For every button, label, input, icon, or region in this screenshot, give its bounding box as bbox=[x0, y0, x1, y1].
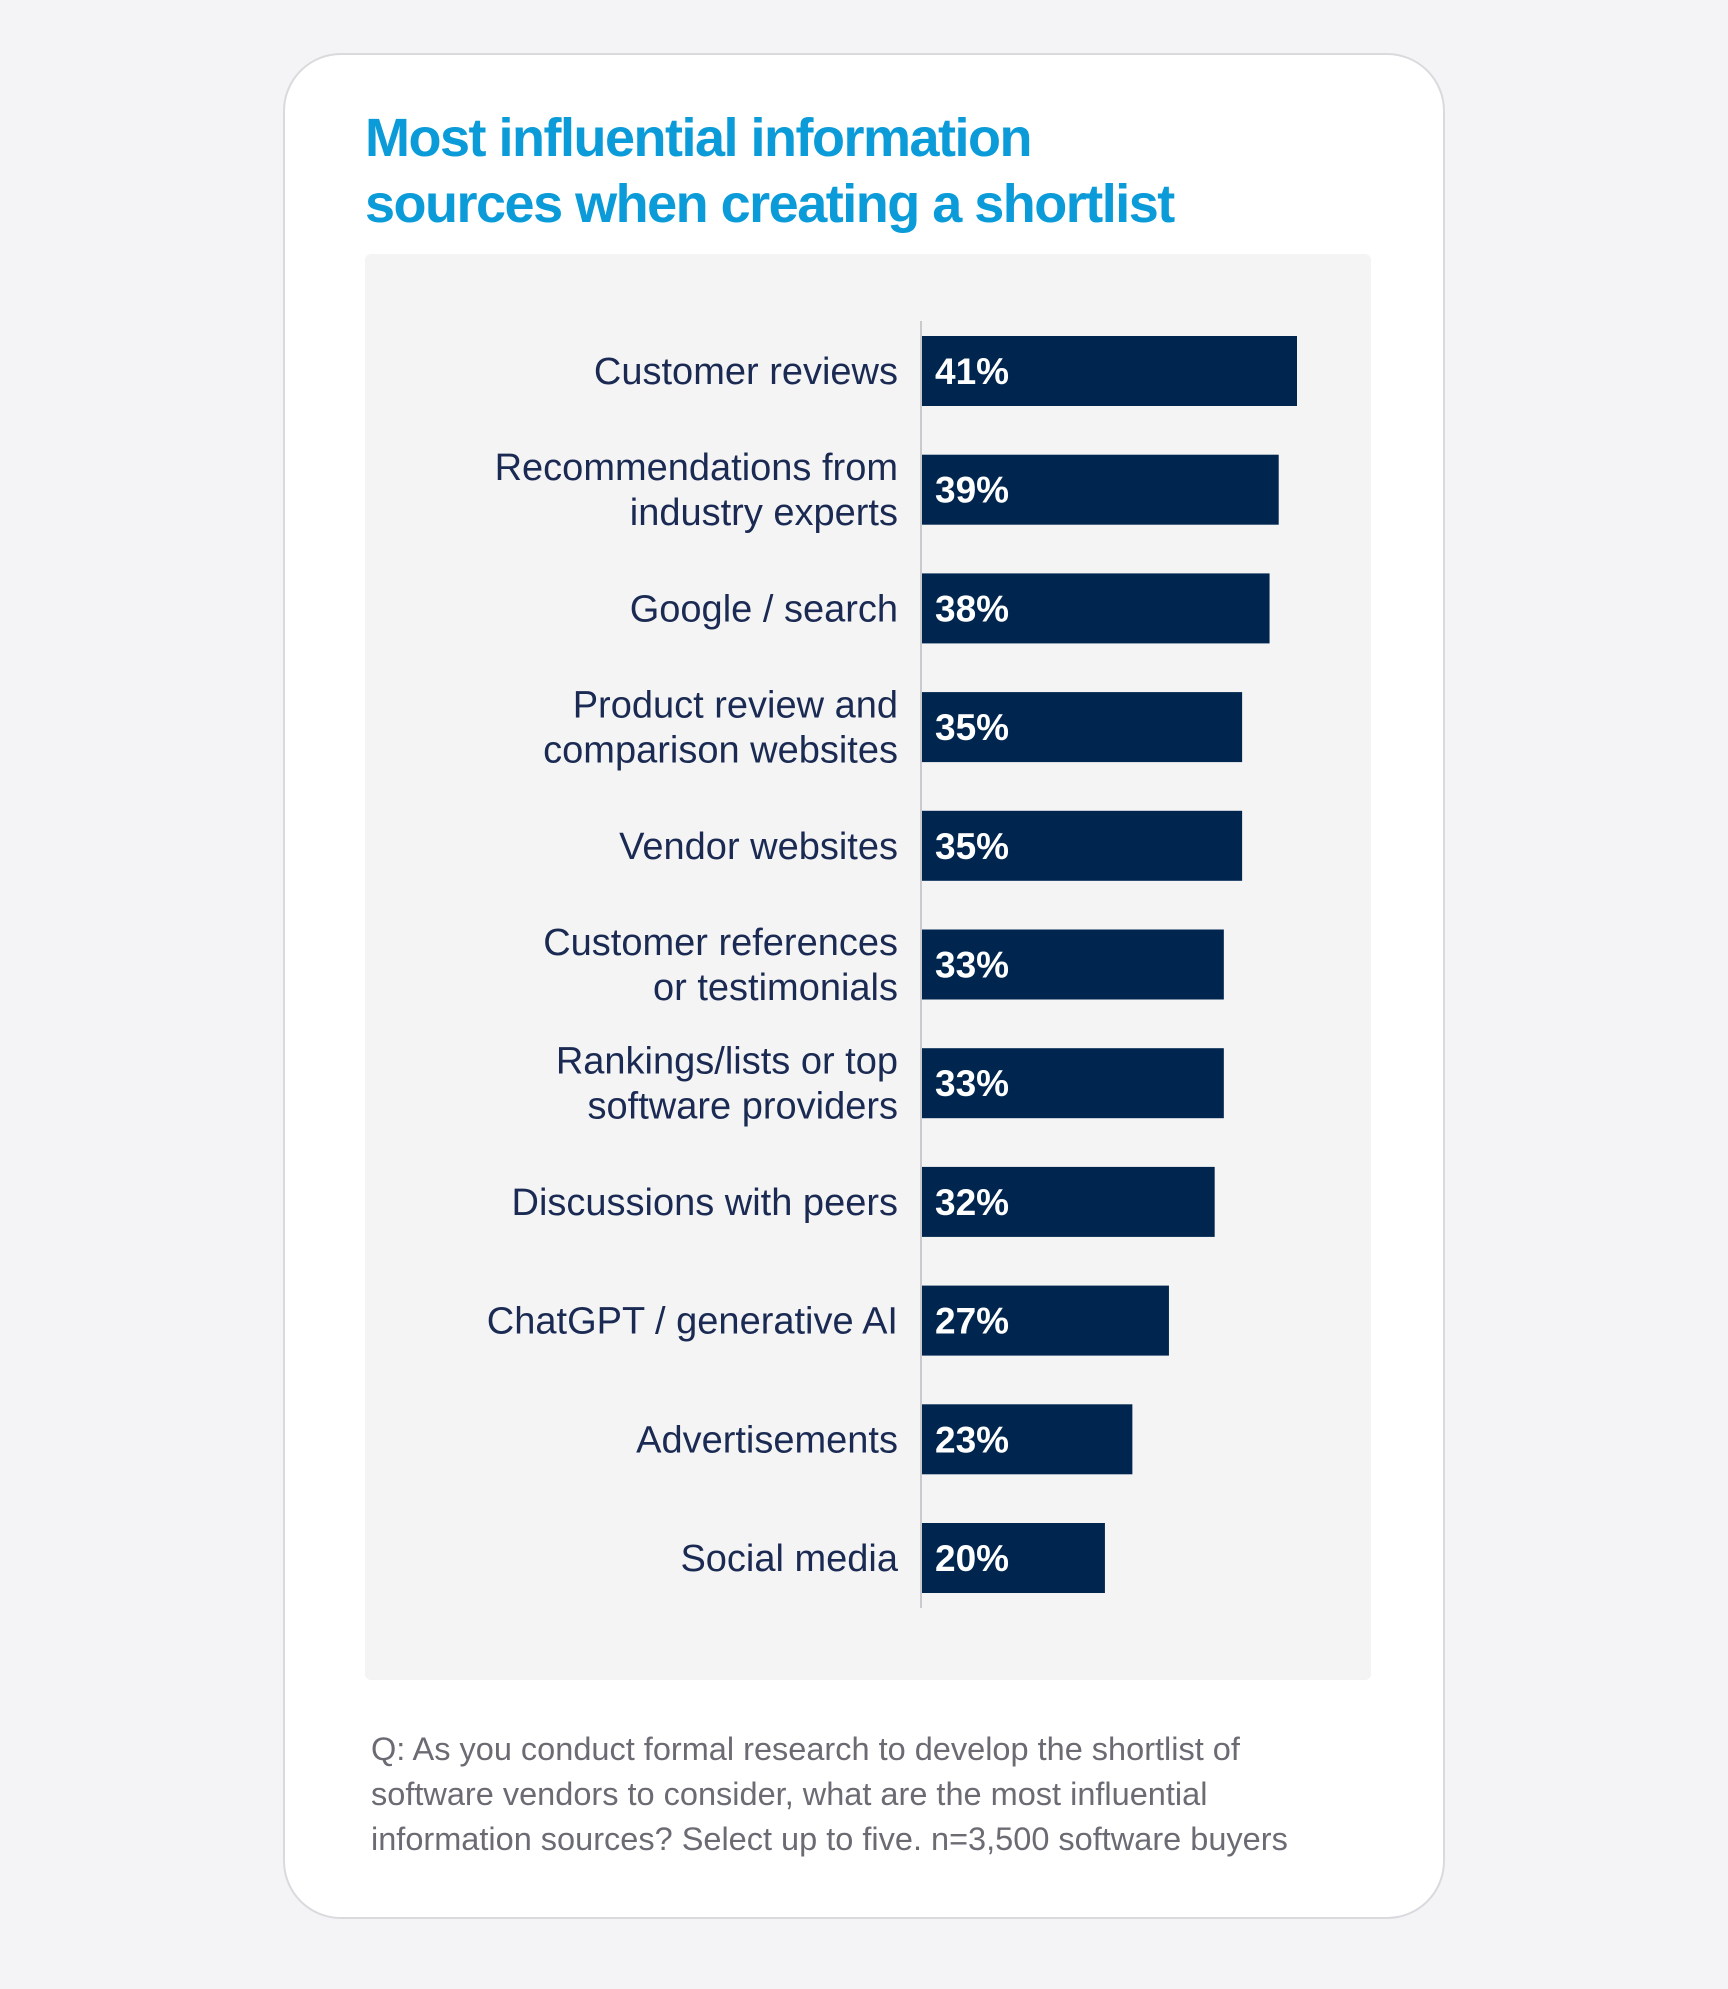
category-label-line: Rankings/lists or top bbox=[556, 1041, 898, 1083]
category-label-line: Customer references bbox=[543, 922, 898, 964]
category-label-line: or testimonials bbox=[653, 967, 898, 1009]
bar-value-label: 27% bbox=[935, 1301, 1009, 1342]
bar bbox=[922, 692, 1243, 763]
category-label-line: industry experts bbox=[630, 492, 898, 534]
bar bbox=[922, 810, 1243, 881]
bar-value-label: 38% bbox=[935, 588, 1009, 629]
category-label-line: comparison websites bbox=[543, 730, 898, 772]
category-label-line: Social media bbox=[680, 1538, 898, 1580]
category-label-line: Customer reviews bbox=[594, 351, 898, 393]
bar-chart: 41% Customer reviews 39% Recommendations fr… bbox=[487, 321, 1297, 1608]
bar-value-label: 35% bbox=[935, 707, 1009, 748]
bar-value-label: 23% bbox=[935, 1419, 1009, 1460]
category-label: Social media bbox=[680, 1538, 898, 1580]
bar bbox=[922, 1523, 1105, 1593]
survey-question-footnote: Q: As you conduct formal research to dev… bbox=[371, 1727, 1411, 1862]
category-label: Customer references or testimonials bbox=[543, 922, 898, 1009]
bar bbox=[922, 454, 1279, 525]
footnote-line-3: information sources? Select up to five. … bbox=[371, 1821, 1288, 1857]
footnote-line-1: Q: As you conduct formal research to dev… bbox=[371, 1731, 1240, 1767]
bar-value-label: 35% bbox=[935, 826, 1009, 867]
bar-value-label: 39% bbox=[935, 470, 1009, 511]
bar-value-label: 41% bbox=[935, 351, 1009, 392]
bar bbox=[922, 1048, 1224, 1119]
category-label-line: Product review and bbox=[573, 685, 898, 727]
category-label-line: Google / search bbox=[630, 588, 898, 630]
bar-value-label: 32% bbox=[935, 1182, 1009, 1223]
bar bbox=[922, 929, 1224, 1000]
category-label: Advertisements bbox=[636, 1419, 898, 1461]
bar-value-label: 20% bbox=[935, 1538, 1009, 1579]
chart-title: Most influential information sources whe… bbox=[365, 105, 1365, 237]
bar bbox=[922, 573, 1270, 644]
bar-value-label: 33% bbox=[935, 1063, 1009, 1104]
footnote-line-2: software vendors to consider, what are t… bbox=[371, 1776, 1208, 1812]
category-label: Discussions with peers bbox=[512, 1182, 898, 1224]
bar bbox=[922, 336, 1297, 406]
chart-title-line-1: Most influential information bbox=[365, 108, 1032, 168]
bar bbox=[922, 1285, 1169, 1356]
chart-title-line-2: sources when creating a shortlist bbox=[365, 174, 1175, 234]
category-label: Google / search bbox=[630, 588, 898, 630]
category-label-line: Vendor websites bbox=[619, 826, 898, 868]
bar-value-label: 33% bbox=[935, 945, 1009, 986]
category-label: Recommendations from industry experts bbox=[495, 447, 898, 534]
category-label: Product review and comparison websites bbox=[543, 685, 898, 772]
category-label: Customer reviews bbox=[594, 351, 898, 393]
category-label-line: Advertisements bbox=[636, 1419, 898, 1461]
bar bbox=[922, 1166, 1215, 1237]
category-label-line: Discussions with peers bbox=[512, 1182, 898, 1224]
category-label-line: software providers bbox=[588, 1086, 898, 1128]
category-label-line: Recommendations from bbox=[495, 447, 898, 489]
bar bbox=[922, 1404, 1133, 1475]
category-label: ChatGPT / generative AI bbox=[487, 1301, 898, 1343]
category-label: Vendor websites bbox=[619, 826, 898, 868]
chart-panel: 41% Customer reviews 39% Recommendations fr… bbox=[365, 254, 1371, 1680]
chart-card: Most influential information sources whe… bbox=[283, 53, 1445, 1919]
category-label: Rankings/lists or top software providers bbox=[556, 1041, 898, 1128]
category-label-line: ChatGPT / generative AI bbox=[487, 1301, 898, 1343]
